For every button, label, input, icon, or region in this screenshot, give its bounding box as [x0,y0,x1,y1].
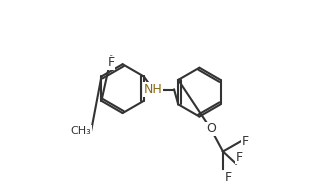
Text: O: O [206,122,216,135]
Text: F: F [241,134,248,147]
Text: F: F [225,171,232,184]
Text: NH: NH [144,83,163,96]
Text: F: F [108,56,115,69]
Text: F: F [236,151,243,164]
Text: CH₃: CH₃ [71,126,91,136]
